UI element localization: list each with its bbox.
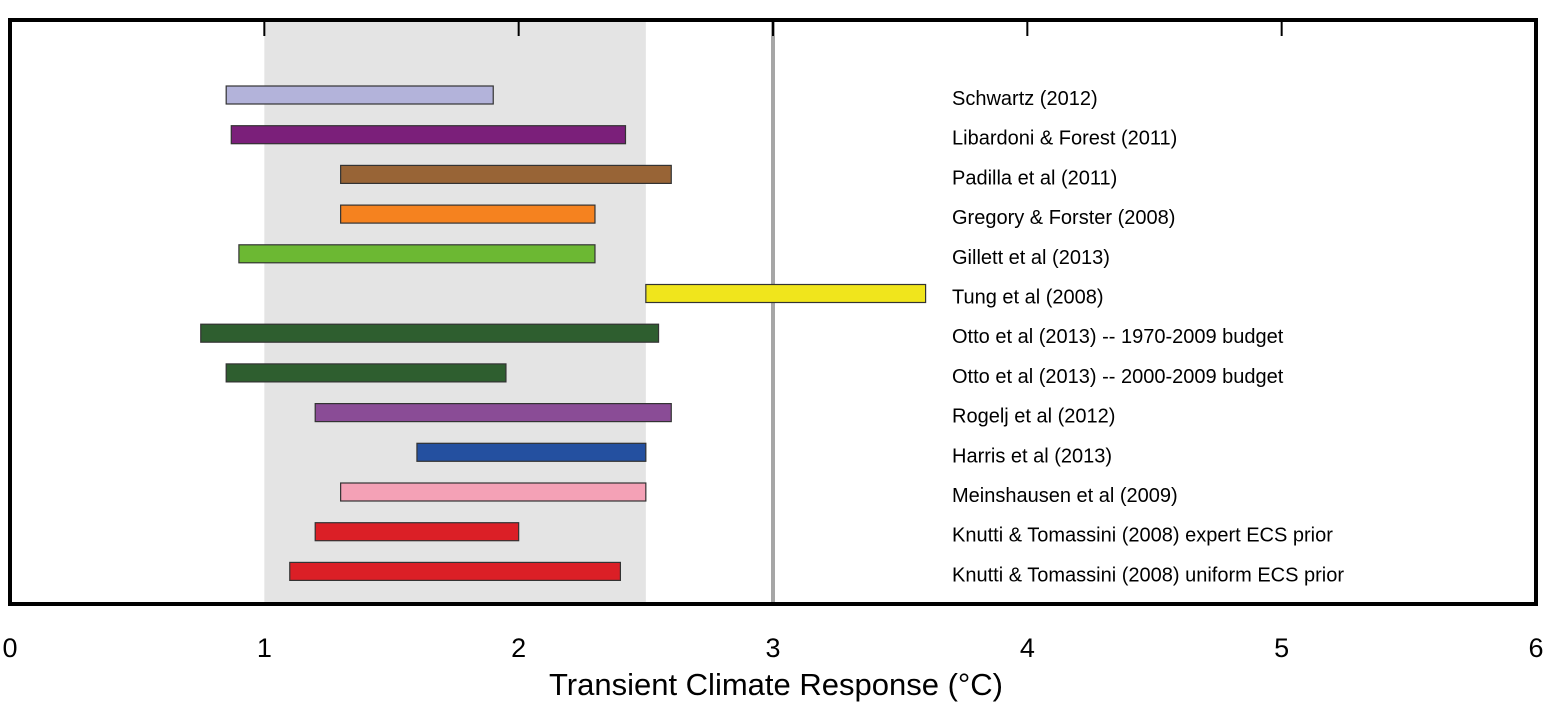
shaded-likely-range xyxy=(264,20,646,604)
range-bar xyxy=(340,164,672,184)
x-tick-label: 2 xyxy=(511,633,526,663)
series-label: Knutti & Tomassini (2008) uniform ECS pr… xyxy=(952,564,1344,586)
range-bar xyxy=(340,204,596,224)
series-labels: Schwartz (2012) Libardoni & Forest (2011)… xyxy=(952,88,1344,586)
series-label: Libardoni & Forest (2011) xyxy=(952,128,1177,150)
range-bars xyxy=(200,85,927,582)
range-bar xyxy=(225,363,507,383)
x-tick-label: 5 xyxy=(1274,633,1289,663)
range-bar xyxy=(340,482,647,502)
range-bar xyxy=(200,323,660,343)
range-bar xyxy=(225,85,494,105)
series-label: Knutti & Tomassini (2008) expert ECS pri… xyxy=(952,525,1333,547)
x-axis-ticks xyxy=(263,20,1283,36)
series-label: Meinshausen et al (2009) xyxy=(952,485,1178,507)
x-tick-label: 3 xyxy=(765,633,780,663)
series-label: Gillett et al (2013) xyxy=(952,247,1110,269)
range-bar xyxy=(230,125,627,145)
x-tick-label: 4 xyxy=(1020,633,1035,663)
series-label: Padilla et al (2011) xyxy=(952,167,1117,189)
series-label: Tung et al (2008) xyxy=(952,287,1104,309)
series-label: Gregory & Forster (2008) xyxy=(952,207,1175,229)
range-bar xyxy=(314,403,672,423)
series-label: Schwartz (2012) xyxy=(952,88,1098,110)
series-label: Otto et al (2013) -- 1970-2009 budget xyxy=(952,326,1284,348)
range-bar xyxy=(645,283,927,304)
range-bar xyxy=(289,561,621,582)
range-bar xyxy=(314,522,520,542)
x-tick-label: 1 xyxy=(257,633,272,663)
series-label: Otto et al (2013) -- 2000-2009 budget xyxy=(952,366,1284,388)
series-label: Harris et al (2013) xyxy=(952,445,1112,467)
series-label: Rogelj et al (2012) xyxy=(952,406,1115,428)
range-bar xyxy=(416,442,647,462)
range-bar xyxy=(238,244,596,264)
x-tick-label: 6 xyxy=(1528,633,1543,663)
x-axis-label: Transient Climate Response (°C) xyxy=(549,667,1003,702)
x-tick-label: 0 xyxy=(2,633,17,663)
x-axis-tick-labels: 0 1 2 3 4 5 6 xyxy=(2,633,1543,663)
